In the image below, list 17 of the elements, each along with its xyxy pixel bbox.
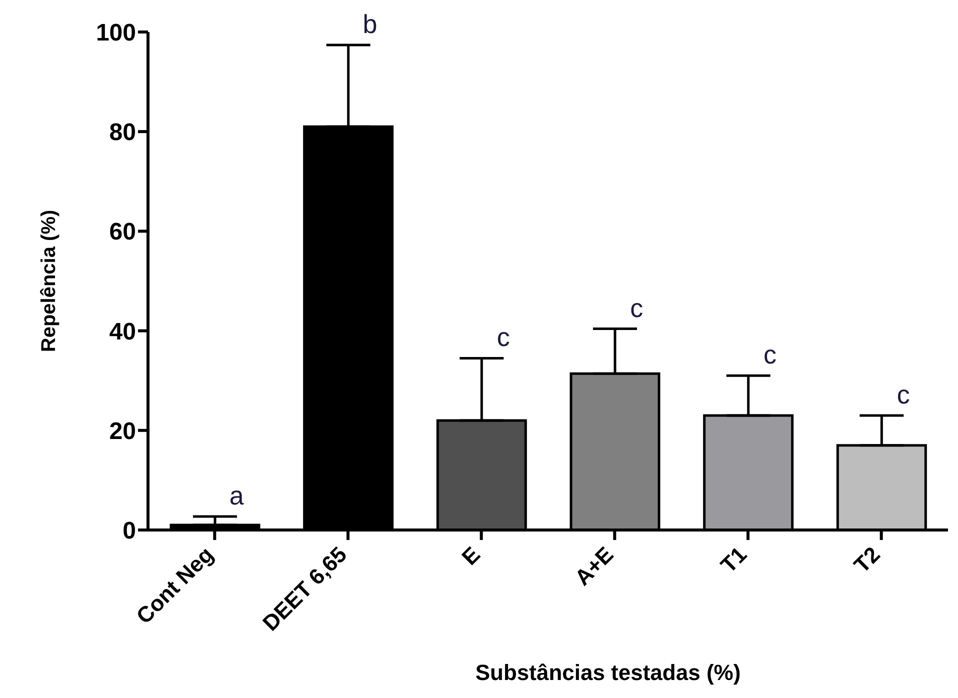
y-tick-label: 20 (109, 418, 136, 445)
annotation: c (496, 322, 510, 352)
x-axis-title: Substâncias testadas (%) (475, 660, 741, 685)
annotation: a (229, 480, 244, 511)
y-tick-label: 100 (96, 20, 136, 47)
annotation: c (630, 292, 644, 323)
annotation: b (362, 8, 378, 39)
y-tick-label: 60 (109, 218, 136, 246)
x-tick-label: E (456, 542, 485, 570)
y-axis-title: Repelência (%) (38, 210, 60, 352)
y-tick-label: 0 (122, 518, 136, 545)
x-tick-label: T1 (716, 542, 752, 578)
annotation: c (896, 379, 910, 410)
y-tick-label: 80 (109, 119, 136, 146)
x-tick-label: T2 (849, 542, 885, 578)
y-tick-label: 40 (109, 318, 136, 346)
annotation: c (764, 340, 776, 370)
